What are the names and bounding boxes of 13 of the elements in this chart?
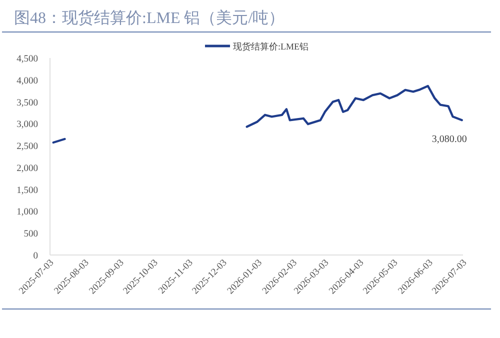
y-tick-label: 500 bbox=[24, 230, 38, 240]
y-tick-label: 1,500 bbox=[16, 186, 38, 196]
chart-title: 图48：现货结算价:LME 铝（美元/吨） bbox=[14, 9, 285, 27]
y-tick-label: 4,500 bbox=[16, 54, 38, 64]
y-tick-label: 2,500 bbox=[16, 142, 38, 152]
y-tick-label: 3,000 bbox=[16, 120, 38, 130]
y-tick-label: 1,000 bbox=[16, 208, 38, 218]
y-tick-label: 2,000 bbox=[16, 164, 38, 174]
y-tick-label: 0 bbox=[33, 252, 38, 262]
y-tick-label: 4,000 bbox=[16, 76, 38, 86]
annotation: 3,080.00 bbox=[432, 134, 467, 146]
legend-label: 现货结算价:LME铝 bbox=[233, 42, 308, 52]
y-tick-label: 3,500 bbox=[16, 98, 38, 108]
